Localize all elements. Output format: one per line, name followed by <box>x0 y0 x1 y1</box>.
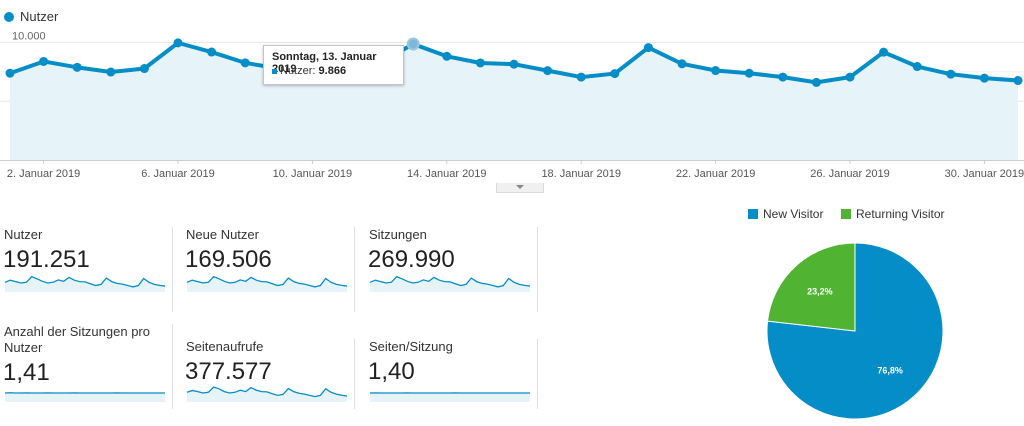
data-point <box>140 64 149 73</box>
metric-value: 191.251 <box>3 246 90 274</box>
tooltip-value: 9.866 <box>319 65 347 77</box>
data-point <box>73 63 82 72</box>
metric-seiten-pro-sitzung[interactable]: Seiten/Sitzung 1,40 <box>365 339 538 409</box>
data-point <box>946 70 955 79</box>
data-point <box>510 60 519 69</box>
metric-value: 169.506 <box>185 246 272 274</box>
data-point <box>846 73 855 82</box>
metric-seitenaufrufe[interactable]: Seitenaufrufe 377.577 <box>182 339 355 409</box>
data-point <box>106 68 115 77</box>
x-tick-label: 30. Januar 2019 <box>945 168 1024 180</box>
data-point <box>711 66 720 75</box>
legend-label-returning-visitor: Returning Visitor <box>856 207 945 221</box>
metric-sparkline <box>186 272 348 292</box>
metric-sitzungen[interactable]: Sitzungen 269.990 <box>365 227 538 312</box>
x-tick-label: 22. Januar 2019 <box>676 168 756 180</box>
metric-value: 269.990 <box>368 246 455 274</box>
data-point <box>543 66 552 75</box>
legend-swatch-new-visitor <box>748 209 758 219</box>
metric-sparkline <box>369 272 531 292</box>
metric-sparkline <box>4 272 166 292</box>
data-point <box>980 74 989 83</box>
metric-label: Seitenaufrufe <box>186 339 346 355</box>
y-tick-label: 10.000 <box>12 30 46 42</box>
data-point <box>174 38 183 47</box>
metric-nutzer[interactable]: Nutzer 191.251 <box>0 227 173 312</box>
data-point <box>678 59 687 68</box>
metric-label: Neue Nutzer <box>186 227 346 243</box>
x-tick-label: 26. Januar 2019 <box>810 168 890 180</box>
data-point <box>879 48 888 57</box>
metric-label: Anzahl der Sitzungen pro Nutzer <box>4 324 164 356</box>
legend-swatch-returning-visitor <box>841 209 851 219</box>
data-point <box>745 69 754 78</box>
visitor-pie-chart[interactable]: 76,8% 23,2% <box>760 236 950 426</box>
data-point <box>1014 76 1023 85</box>
metric-neue-nutzer[interactable]: Neue Nutzer 169.506 <box>182 227 355 312</box>
sparkline-area <box>370 393 530 402</box>
data-point <box>39 57 48 66</box>
pie-slice-label: 76,8% <box>877 365 903 375</box>
metric-sparkline <box>186 382 348 402</box>
legend-label-new-visitor: New Visitor <box>763 207 823 221</box>
tooltip-swatch <box>272 69 277 74</box>
x-tick-label: 2. Januar 2019 <box>7 168 80 180</box>
data-point <box>812 78 821 87</box>
metric-sitzungen-pro-nutzer[interactable]: Anzahl der Sitzungen pro Nutzer 1,41 <box>0 324 173 409</box>
pie-legend-new[interactable]: New Visitor <box>748 207 823 221</box>
data-point <box>476 58 485 67</box>
data-point <box>913 62 922 71</box>
metric-label: Nutzer <box>4 227 164 243</box>
data-point <box>207 48 216 57</box>
pie-legend-returning[interactable]: Returning Visitor <box>841 207 945 221</box>
metric-sparkline <box>369 382 531 402</box>
data-point <box>610 69 619 78</box>
data-point <box>778 73 787 82</box>
tooltip-row: Nutzer: 9.866 <box>280 65 346 77</box>
collapse-chart-button[interactable] <box>496 183 544 193</box>
data-point <box>408 38 419 49</box>
data-point <box>6 69 15 78</box>
x-tick-label: 6. Januar 2019 <box>141 168 214 180</box>
metric-label: Sitzungen <box>369 227 529 243</box>
chart-tooltip: Sonntag, 13. Januar 2019 Nutzer: 9.866 <box>263 45 404 85</box>
pie-slice-label: 23,2% <box>807 287 833 297</box>
data-point <box>442 52 451 61</box>
metric-label: Seiten/Sitzung <box>369 339 529 355</box>
tooltip-label: Nutzer: <box>280 65 315 77</box>
chevron-down-icon <box>516 185 524 189</box>
x-tick-label: 10. Januar 2019 <box>273 168 353 180</box>
data-point <box>644 43 653 52</box>
data-point <box>241 58 250 67</box>
metric-sparkline <box>4 382 166 402</box>
data-point <box>577 73 586 82</box>
x-tick-label: 18. Januar 2019 <box>541 168 621 180</box>
x-tick-label: 14. Januar 2019 <box>407 168 487 180</box>
sparkline-area <box>5 393 165 402</box>
